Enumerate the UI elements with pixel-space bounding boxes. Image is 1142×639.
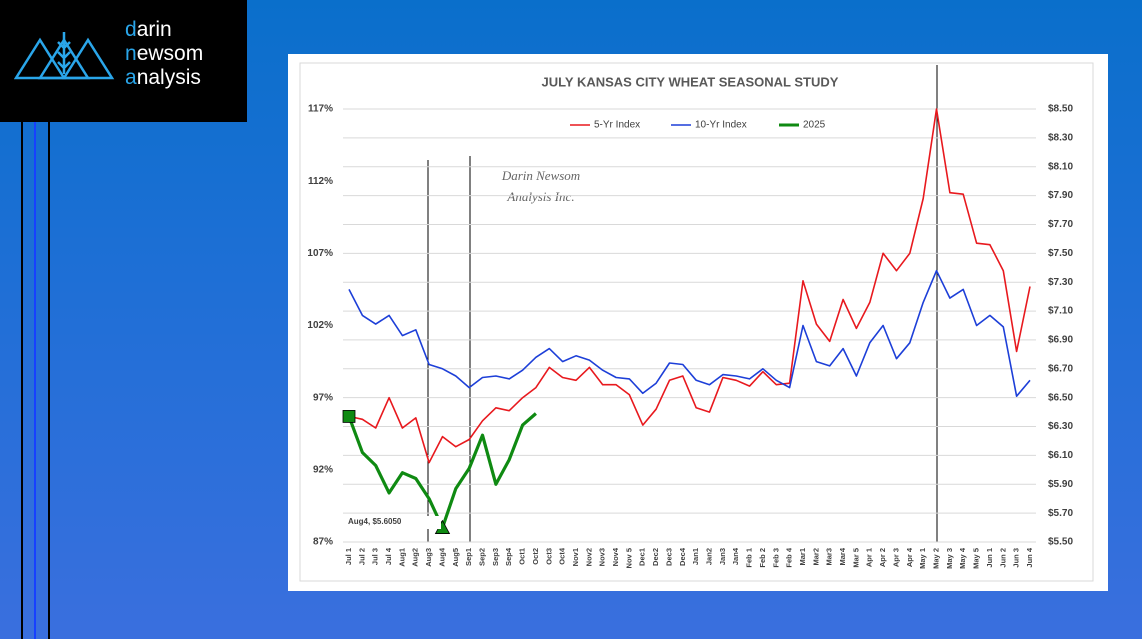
x-tick-label: May 4	[958, 547, 967, 569]
x-tick-label: Jun 4	[1025, 547, 1034, 567]
annotation: Aug4, $5.6050	[348, 517, 402, 526]
x-tick-label: Oct4	[558, 547, 567, 565]
y2-tick-label: $6.50	[1048, 392, 1073, 403]
decor-bar	[21, 122, 23, 639]
chart-panel	[288, 54, 1108, 591]
x-tick-label: Apr 4	[905, 547, 914, 567]
x-tick-label: Mar2	[811, 548, 820, 566]
x-tick-label: Jul 4	[384, 547, 393, 565]
x-tick-label: Dec1	[638, 548, 647, 566]
x-tick-label: Apr 1	[865, 548, 874, 567]
y2-tick-label: $7.30	[1048, 277, 1073, 288]
chart-title: JULY KANSAS CITY WHEAT SEASONAL STUDY	[542, 74, 839, 89]
plot-border	[299, 62, 1094, 582]
x-tick-label: Nov3	[598, 548, 607, 566]
series-line	[348, 108, 1031, 464]
annotation-box	[345, 516, 441, 529]
x-tick-label: Sep2	[478, 548, 487, 566]
decor-bar	[48, 122, 50, 639]
x-tick-label: Feb 4	[785, 547, 794, 567]
x-tick-label: Aug1	[397, 548, 406, 567]
x-tick-label: May 5	[972, 548, 981, 569]
legend-label: 5-Yr Index	[594, 120, 640, 131]
y2-tick-label: $5.90	[1048, 479, 1073, 490]
x-tick-label: Sep1	[464, 548, 473, 566]
watermark: Analysis Inc.	[506, 189, 574, 204]
legend-label: 2025	[803, 120, 826, 131]
x-tick-label: Apr 3	[891, 548, 900, 567]
watermark-box	[490, 162, 620, 210]
x-tick-label: Oct1	[518, 548, 527, 565]
x-tick-label: May 1	[918, 548, 927, 569]
x-tick-label: Nov1	[571, 548, 580, 566]
legend-label: 10-Yr Index	[695, 120, 747, 131]
watermark: Darin Newsom	[501, 168, 580, 183]
x-tick-label: Feb 3	[771, 548, 780, 568]
point-marker	[342, 410, 356, 423]
x-tick-label: Jul 3	[371, 548, 380, 565]
x-tick-label: Nov4	[611, 547, 620, 566]
y2-tick-label: $8.30	[1048, 133, 1073, 144]
y2-tick-label: $7.10	[1048, 306, 1073, 317]
logo-word: analysis	[125, 66, 201, 89]
x-tick-label: Jun 3	[1012, 548, 1021, 568]
y-tick-label: 112%	[308, 176, 333, 187]
x-tick-label: Mar1	[798, 548, 807, 566]
x-tick-label: Apr 2	[878, 548, 887, 567]
y-tick-label: 107%	[307, 248, 333, 259]
x-tick-label: Oct3	[544, 548, 553, 565]
x-tick-label: May 3	[945, 548, 954, 569]
x-tick-label: Jan4	[731, 547, 740, 565]
x-tick-label: Mar4	[838, 547, 847, 565]
y2-tick-label: $6.90	[1048, 335, 1073, 346]
y-tick-label: 92%	[313, 464, 333, 475]
y2-tick-label: $6.70	[1048, 363, 1073, 374]
y2-tick-label: $8.50	[1048, 104, 1073, 115]
x-tick-label: Nov2	[584, 548, 593, 566]
x-tick-label: Jul 1	[344, 548, 353, 565]
series-line	[348, 269, 1031, 397]
x-tick-label: Sep3	[491, 548, 500, 566]
y2-tick-label: $7.90	[1048, 190, 1073, 201]
x-tick-label: Aug4	[437, 547, 446, 567]
x-tick-label: Jun 1	[985, 548, 994, 568]
x-tick-label: Jan3	[718, 548, 727, 565]
y2-tick-label: $5.50	[1048, 537, 1073, 548]
x-tick-label: Jan2	[705, 548, 714, 565]
logo: darin newsom analysis	[0, 0, 247, 122]
x-tick-label: Sep4	[504, 547, 513, 566]
x-tick-label: Oct2	[531, 548, 540, 565]
x-tick-label: Nov 5	[624, 548, 633, 568]
x-tick-label: Feb 2	[758, 548, 767, 568]
y-tick-label: 87%	[313, 537, 333, 548]
x-tick-label: Aug5	[451, 548, 460, 567]
x-tick-label: Dec4	[678, 547, 687, 566]
y-tick-label: 97%	[313, 392, 333, 403]
y-tick-label: 102%	[307, 320, 333, 331]
y2-tick-label: $7.70	[1048, 219, 1073, 230]
x-tick-label: Aug2	[411, 548, 420, 567]
logo-word: newsom	[125, 42, 204, 65]
x-tick-label: Jan1	[691, 548, 700, 565]
x-tick-label: Dec2	[651, 548, 660, 566]
x-tick-label: Jun 2	[998, 548, 1007, 568]
x-tick-label: Aug3	[424, 548, 433, 567]
x-tick-label: Feb 1	[745, 548, 754, 568]
x-tick-label: May 2	[932, 548, 941, 569]
y2-tick-label: $5.70	[1048, 508, 1073, 519]
logo-word: darin	[125, 18, 172, 41]
y2-tick-label: $6.10	[1048, 450, 1073, 461]
x-tick-label: Mar3	[825, 548, 834, 566]
y-tick-label: 117%	[308, 104, 333, 115]
y2-tick-label: $7.50	[1048, 248, 1073, 259]
x-tick-label: Dec3	[664, 548, 673, 566]
y2-tick-label: $8.10	[1048, 161, 1073, 172]
decor-bar	[34, 122, 36, 639]
x-tick-label: Mar 5	[851, 548, 860, 568]
x-tick-label: Jul 2	[357, 548, 366, 565]
logo-mark	[14, 32, 115, 80]
y2-tick-label: $6.30	[1048, 421, 1073, 432]
